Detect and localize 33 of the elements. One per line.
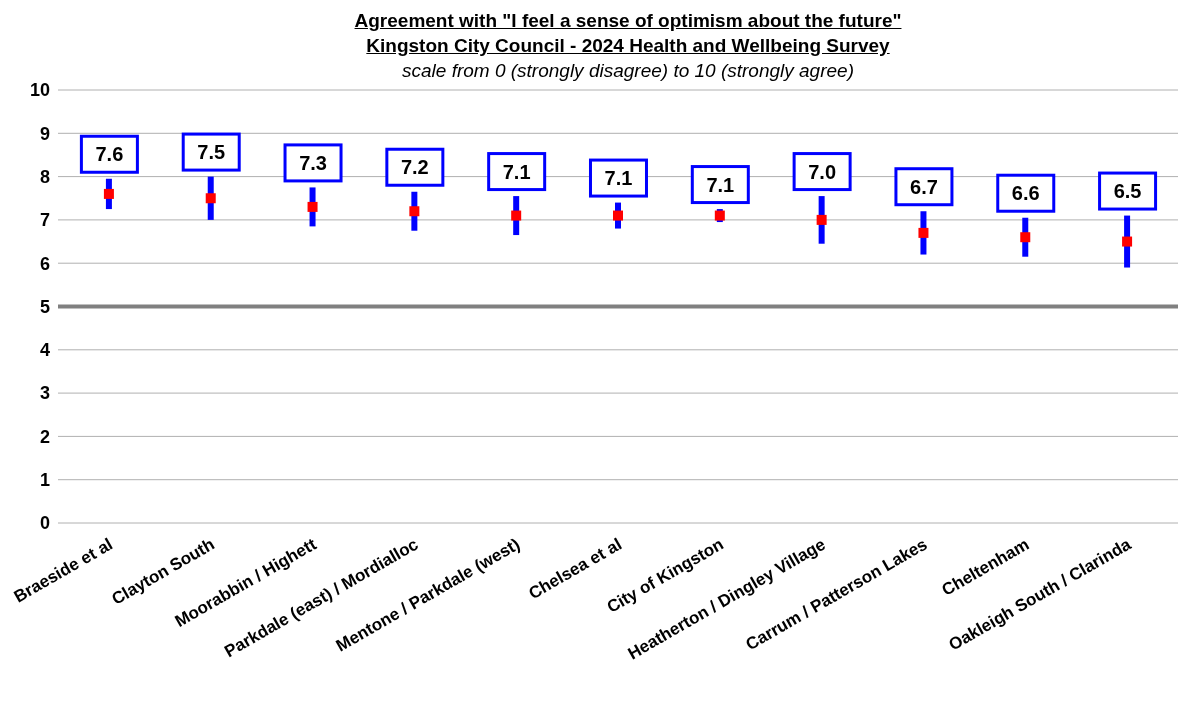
- point: [816, 214, 827, 225]
- y-tick-label: 5: [39, 296, 50, 317]
- point: [511, 210, 522, 221]
- point: [307, 201, 318, 212]
- data-label: 6.6: [1011, 182, 1040, 205]
- y-tick-label: 4: [39, 340, 50, 361]
- data-label: 7.0: [808, 160, 837, 183]
- point: [918, 227, 929, 238]
- y-tick-label: 7: [39, 210, 50, 231]
- point: [1020, 232, 1031, 243]
- data-label: 7.2: [400, 156, 429, 179]
- data-label: 7.6: [95, 143, 124, 166]
- point: [1122, 236, 1133, 247]
- point: [409, 206, 420, 217]
- data-label: 6.7: [910, 175, 938, 198]
- data-label: 7.1: [502, 160, 531, 183]
- point: [205, 193, 216, 204]
- data-label: 6.5: [1113, 180, 1142, 203]
- point: [103, 188, 114, 199]
- data-label: 7.5: [197, 141, 226, 164]
- data-label: 7.1: [604, 167, 633, 190]
- y-tick-label: 9: [39, 123, 50, 144]
- y-tick-label: 8: [39, 166, 50, 187]
- y-tick-label: 1: [39, 470, 50, 491]
- point: [613, 210, 623, 221]
- y-tick-label: 3: [39, 383, 50, 404]
- data-label: 7.3: [299, 151, 327, 174]
- y-tick-label: 0: [39, 513, 50, 534]
- y-tick-label: 10: [29, 80, 50, 101]
- data-label: 7.1: [706, 173, 735, 196]
- y-tick-label: 6: [39, 253, 50, 274]
- chart-subtitle: scale from 0 (strongly disagree) to 10 (strongly agree): [401, 59, 855, 83]
- y-tick-label: 2: [39, 426, 50, 447]
